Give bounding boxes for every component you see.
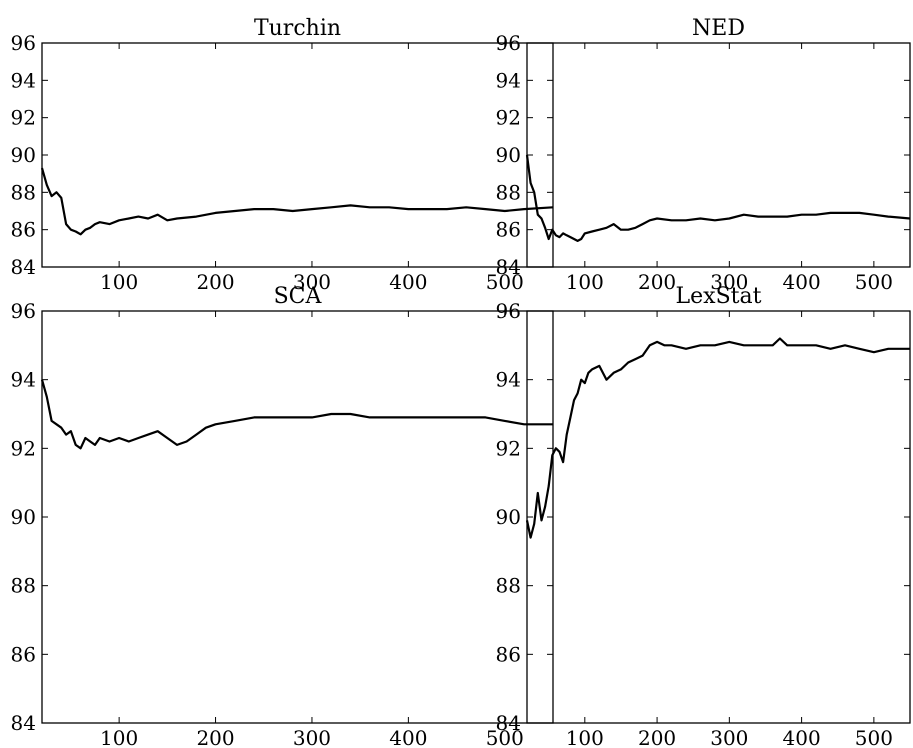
y-tick-label: 86 — [11, 642, 36, 666]
y-tick-label: 96 — [496, 299, 521, 323]
x-tick-label: 400 — [783, 270, 821, 294]
x-tick-label: 500 — [486, 726, 524, 748]
panel-title: SCA — [274, 284, 323, 309]
x-tick-label: 100 — [566, 726, 604, 748]
y-tick-label: 94 — [496, 68, 521, 92]
panel-lexstat: LexStat 84 86 88 90 92 94 96 100 200 300 400 500 — [496, 284, 911, 748]
y-tick-label: 96 — [11, 31, 36, 55]
series-line — [40, 379, 553, 450]
y-tick-label: 86 — [11, 218, 36, 242]
y-tick-label: 88 — [496, 574, 521, 598]
x-tick-label: 400 — [783, 726, 821, 748]
x-tick-label: 400 — [389, 726, 427, 748]
x-tick-label: 500 — [855, 270, 893, 294]
y-tick-label: 94 — [496, 368, 521, 392]
panel-ned: NED 84 86 88 90 92 94 96 100 200 300 400 500 — [496, 16, 911, 294]
y-tick-label: 90 — [496, 505, 521, 529]
panel-title: LexStat — [676, 284, 762, 309]
x-tick-label: 200 — [196, 726, 234, 748]
x-tick-label: 100 — [100, 270, 138, 294]
y-tick-label: 92 — [11, 106, 36, 130]
axes-frame — [526, 310, 911, 724]
x-tick-label: 500 — [486, 270, 524, 294]
y-tick-label: 86 — [496, 218, 521, 242]
x-tick-label: 100 — [100, 726, 138, 748]
y-tick-label: 92 — [11, 436, 36, 460]
series-line — [525, 154, 911, 242]
x-tick-label: 300 — [710, 726, 748, 748]
y-tick-label: 96 — [496, 31, 521, 55]
y-tick-label: 84 — [11, 711, 36, 735]
x-tick-label: 300 — [293, 270, 331, 294]
x-tick-label: 300 — [293, 726, 331, 748]
y-tick-label: 90 — [11, 505, 36, 529]
y-tick-label: 86 — [496, 642, 521, 666]
x-tick-label: 300 — [710, 270, 748, 294]
series-line — [525, 337, 910, 539]
y-tick-label: 94 — [11, 68, 36, 92]
panel-turchin: Turchin 84 86 88 90 92 94 96 100 200 300 400 500 — [11, 16, 554, 294]
y-tick-label: 88 — [11, 574, 36, 598]
y-tick-label: 92 — [496, 436, 521, 460]
x-tick-label: 500 — [855, 726, 893, 748]
y-tick-label: 84 — [496, 255, 521, 279]
panel-title: Turchin — [254, 16, 341, 41]
y-tick-label: 84 — [11, 255, 36, 279]
y-tick-label: 94 — [11, 368, 36, 392]
x-tick-label: 200 — [638, 726, 676, 748]
axes-frame — [41, 310, 554, 724]
y-tick-label: 84 — [496, 711, 521, 735]
y-tick-label: 88 — [11, 180, 36, 204]
y-tick-label: 90 — [11, 143, 36, 167]
y-tick-label: 96 — [11, 299, 36, 323]
y-tick-label: 92 — [496, 106, 521, 130]
axes-frame — [41, 42, 554, 268]
series-line — [40, 167, 554, 236]
y-tick-label: 88 — [496, 180, 521, 204]
x-tick-label: 200 — [638, 270, 676, 294]
panel-title: NED — [692, 16, 745, 41]
y-tick-label: 90 — [496, 143, 521, 167]
x-tick-label: 400 — [389, 270, 427, 294]
x-tick-label: 100 — [566, 270, 604, 294]
x-tick-label: 200 — [196, 270, 234, 294]
panel-sca: SCA 84 86 88 90 92 94 96 100 200 300 400 500 — [11, 284, 554, 748]
